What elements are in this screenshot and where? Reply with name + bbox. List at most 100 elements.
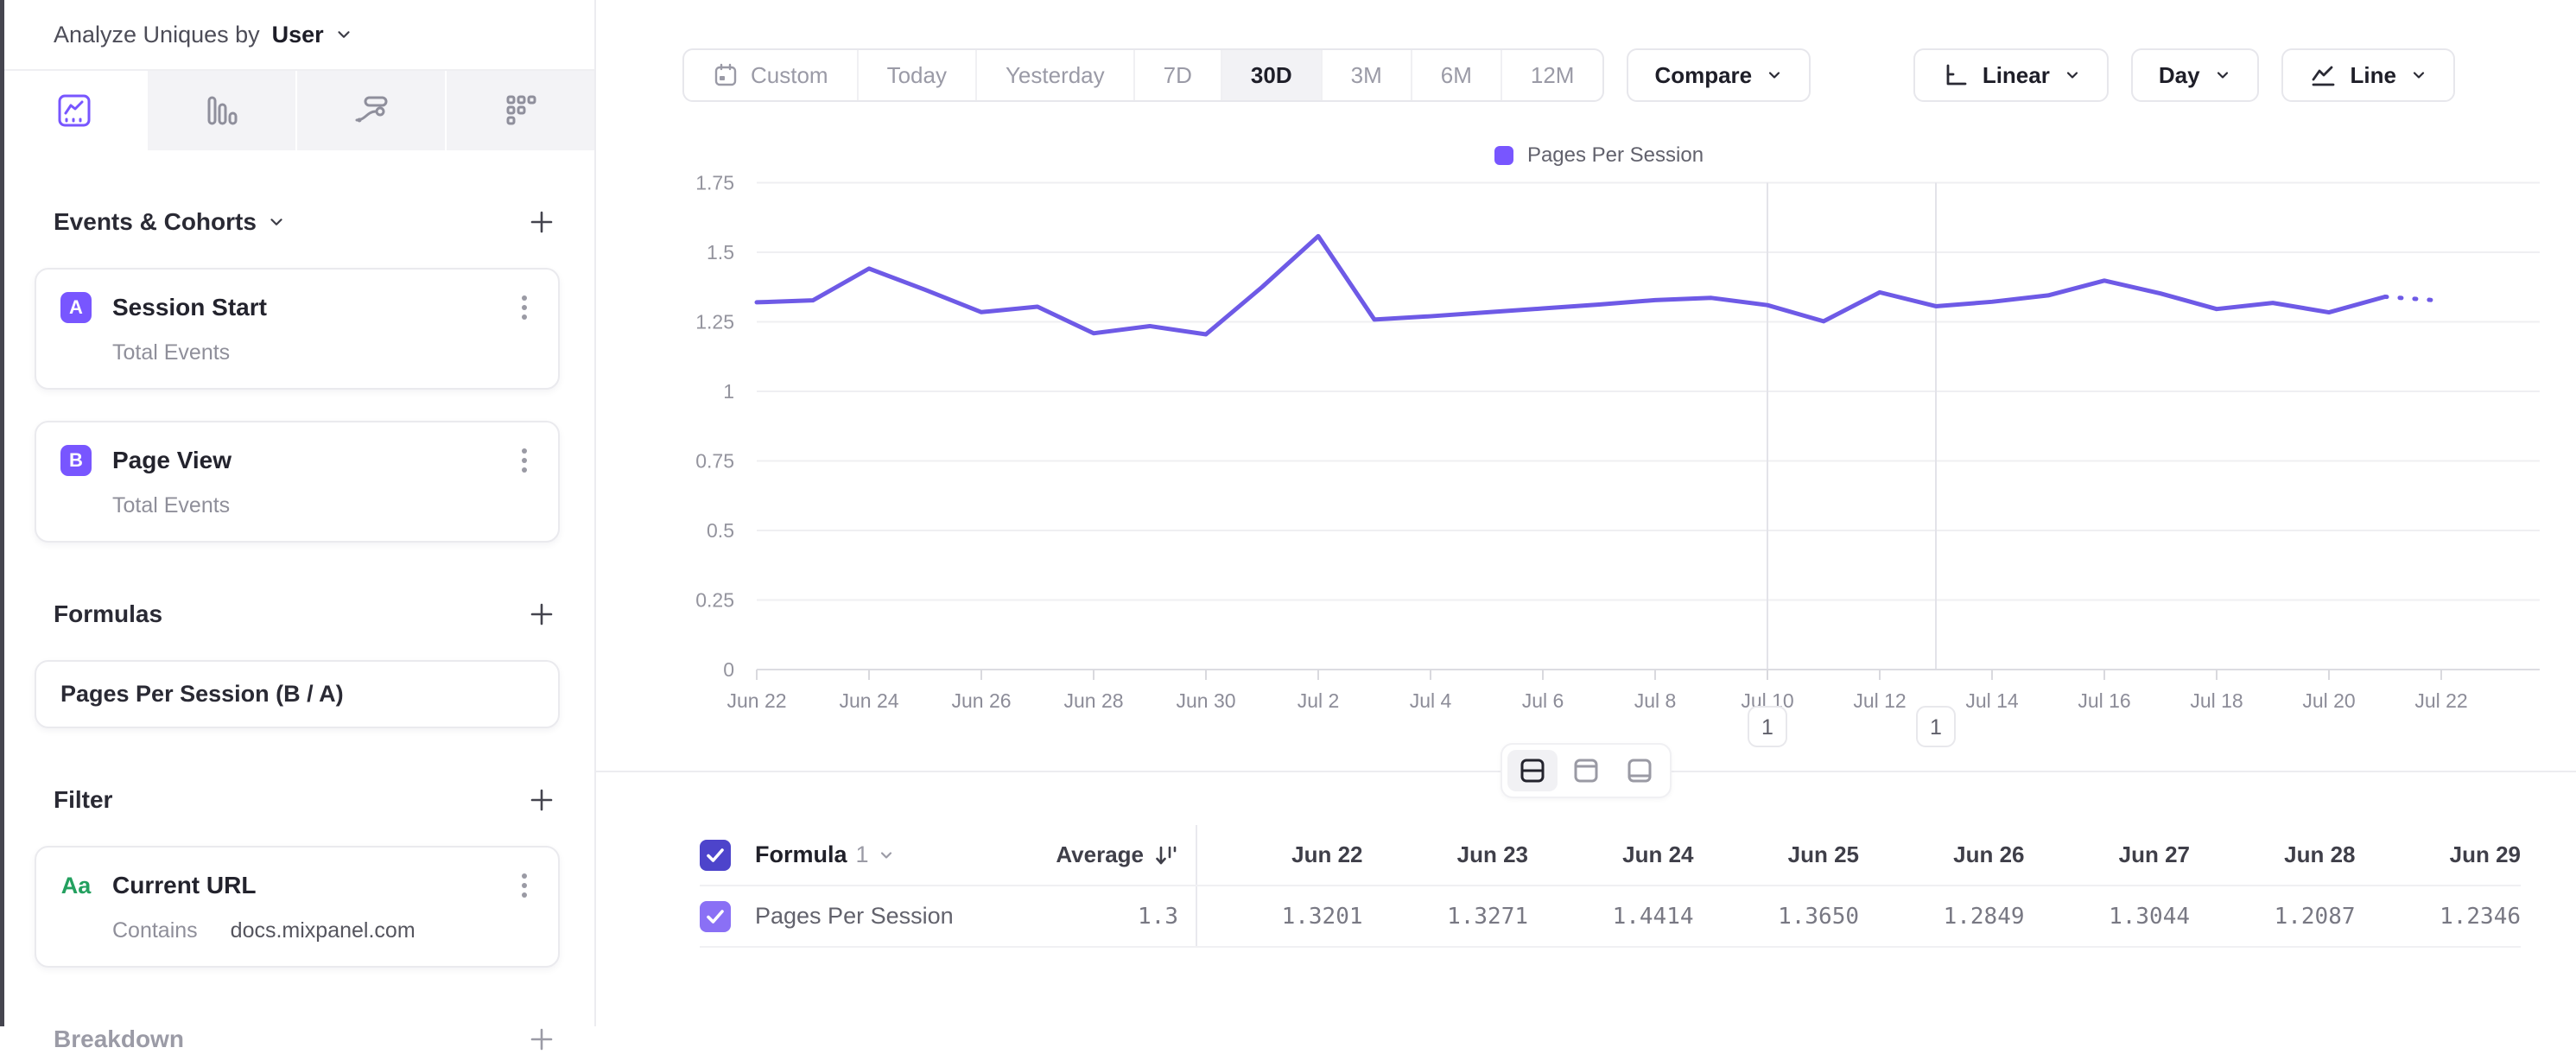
flow-icon	[352, 91, 391, 130]
column-header-jun-27[interactable]: Jun 27	[2025, 841, 2191, 868]
svg-text:Jul 6: Jul 6	[1522, 689, 1564, 712]
value-cell-jun-23: 1.3271	[1363, 904, 1529, 930]
add-filter-button[interactable]	[527, 785, 556, 815]
analyze-label: Analyze Uniques by	[54, 22, 260, 48]
tab-bar-chart[interactable]	[148, 71, 295, 150]
column-header-jun-26[interactable]: Jun 26	[1859, 841, 2025, 868]
interval-dropdown[interactable]: Day	[2131, 48, 2259, 102]
svg-text:Jul 16: Jul 16	[2078, 689, 2130, 712]
layout-table-only-toggle[interactable]	[1615, 750, 1665, 791]
svg-text:Jul 18: Jul 18	[2190, 689, 2243, 712]
column-header-jun-24[interactable]: Jun 24	[1528, 841, 1694, 868]
svg-text:Jul 14: Jul 14	[1965, 689, 2019, 712]
event-aggregation[interactable]: Total Events	[112, 340, 230, 365]
layout-toggle-group	[1501, 743, 1672, 798]
svg-text:0: 0	[723, 658, 734, 681]
range-custom[interactable]: Custom	[684, 50, 857, 100]
svg-text:1: 1	[1930, 715, 1942, 740]
events-section-title: Events & Cohorts	[54, 208, 257, 236]
formulas-section-title: Formulas	[54, 600, 162, 628]
svg-text:Jul 12: Jul 12	[1853, 689, 1906, 712]
linear-scale-icon	[1941, 61, 1969, 89]
column-header-jun-22[interactable]: Jun 22	[1197, 841, 1363, 868]
range-3m[interactable]: 3M	[1321, 50, 1411, 100]
range-30d[interactable]: 30D	[1221, 50, 1321, 100]
event-aggregation[interactable]: Total Events	[112, 493, 230, 518]
event-letter-badge: B	[60, 445, 92, 476]
column-header-jun-23[interactable]: Jun 23	[1363, 841, 1529, 868]
add-breakdown-button[interactable]	[527, 1025, 556, 1054]
svg-text:Jun 26: Jun 26	[951, 689, 1011, 712]
kebab-menu-icon[interactable]	[515, 445, 534, 476]
event-letter-badge: A	[60, 292, 92, 323]
svg-text:0.75: 0.75	[695, 450, 734, 473]
series-checkbox[interactable]	[700, 901, 731, 932]
filter-operator[interactable]: Contains	[112, 918, 198, 943]
grid-dots-icon	[501, 91, 541, 130]
svg-text:Jul 2: Jul 2	[1298, 689, 1340, 712]
column-header-jun-29[interactable]: Jun 29	[2356, 841, 2522, 868]
value-cell-jun-29: 1.2346	[2356, 904, 2522, 930]
value-cell-jun-26: 1.2849	[1859, 904, 2025, 930]
column-header-jun-28[interactable]: Jun 28	[2190, 841, 2356, 868]
visualization-tabstrip	[0, 71, 594, 150]
svg-text:1: 1	[723, 380, 734, 403]
compare-button[interactable]: Compare	[1627, 48, 1811, 102]
kebab-menu-icon[interactable]	[515, 870, 534, 901]
layout-split-toggle[interactable]	[1507, 750, 1558, 791]
tab-insights-line[interactable]	[0, 71, 148, 150]
formula-name: Pages Per Session (B / A)	[60, 681, 344, 708]
svg-text:Jul 8: Jul 8	[1634, 689, 1677, 712]
chart-type-dropdown[interactable]: Line	[2281, 48, 2455, 102]
range-yesterday[interactable]: Yesterday	[975, 50, 1133, 100]
filter-value[interactable]: docs.mixpanel.com	[231, 918, 416, 943]
range-6m[interactable]: 6M	[1411, 50, 1501, 100]
svg-text:1.25: 1.25	[695, 311, 734, 333]
svg-text:1.75: 1.75	[695, 172, 734, 194]
line-chart-icon	[54, 91, 94, 130]
event-name: Page View	[112, 447, 232, 474]
filter-property-name: Current URL	[112, 872, 256, 899]
svg-text:Jun 22: Jun 22	[726, 689, 786, 712]
average-column-header[interactable]: Average	[1040, 841, 1178, 868]
formula-group-dropdown[interactable]: Formula 1	[755, 841, 1040, 868]
column-header-jun-25[interactable]: Jun 25	[1694, 841, 1860, 868]
select-all-checkbox[interactable]	[700, 840, 731, 871]
analyze-uniques-row: Analyze Uniques by User	[0, 0, 594, 71]
svg-text:Jun 30: Jun 30	[1176, 689, 1235, 712]
event-card-b[interactable]: B Page View Total Events	[35, 421, 560, 543]
filter-card[interactable]: Aa Current URL Contains docs.mixpanel.co…	[35, 846, 560, 968]
tab-retention-grid[interactable]	[445, 71, 594, 150]
layout-chart-only-toggle[interactable]	[1561, 750, 1611, 791]
kebab-menu-icon[interactable]	[515, 292, 534, 323]
window-edge	[0, 0, 4, 1026]
svg-text:0.5: 0.5	[707, 519, 734, 542]
filter-section-title: Filter	[54, 786, 112, 814]
analyze-by-dropdown[interactable]: User	[272, 22, 324, 48]
formula-card[interactable]: Pages Per Session (B / A)	[35, 660, 560, 728]
range-today[interactable]: Today	[857, 50, 975, 100]
chevron-down-icon[interactable]	[334, 25, 353, 44]
value-cell-jun-27: 1.3044	[2025, 904, 2191, 930]
range-12m[interactable]: 12M	[1501, 50, 1603, 100]
value-cell-jun-28: 1.2087	[2190, 904, 2356, 930]
svg-text:Jul 4: Jul 4	[1410, 689, 1452, 712]
chart-type-label: Line	[2351, 62, 2396, 89]
add-formula-button[interactable]	[527, 600, 556, 629]
range-7d[interactable]: 7D	[1133, 50, 1221, 100]
series-name-cell[interactable]: Pages Per Session	[755, 903, 1040, 930]
svg-text:0.25: 0.25	[695, 589, 734, 612]
scale-dropdown[interactable]: Linear	[1913, 48, 2109, 102]
add-event-button[interactable]	[527, 207, 556, 237]
tab-flow[interactable]	[295, 71, 445, 150]
svg-text:Jul 20: Jul 20	[2302, 689, 2355, 712]
chevron-down-icon[interactable]	[267, 213, 286, 232]
calendar-icon	[713, 62, 739, 88]
